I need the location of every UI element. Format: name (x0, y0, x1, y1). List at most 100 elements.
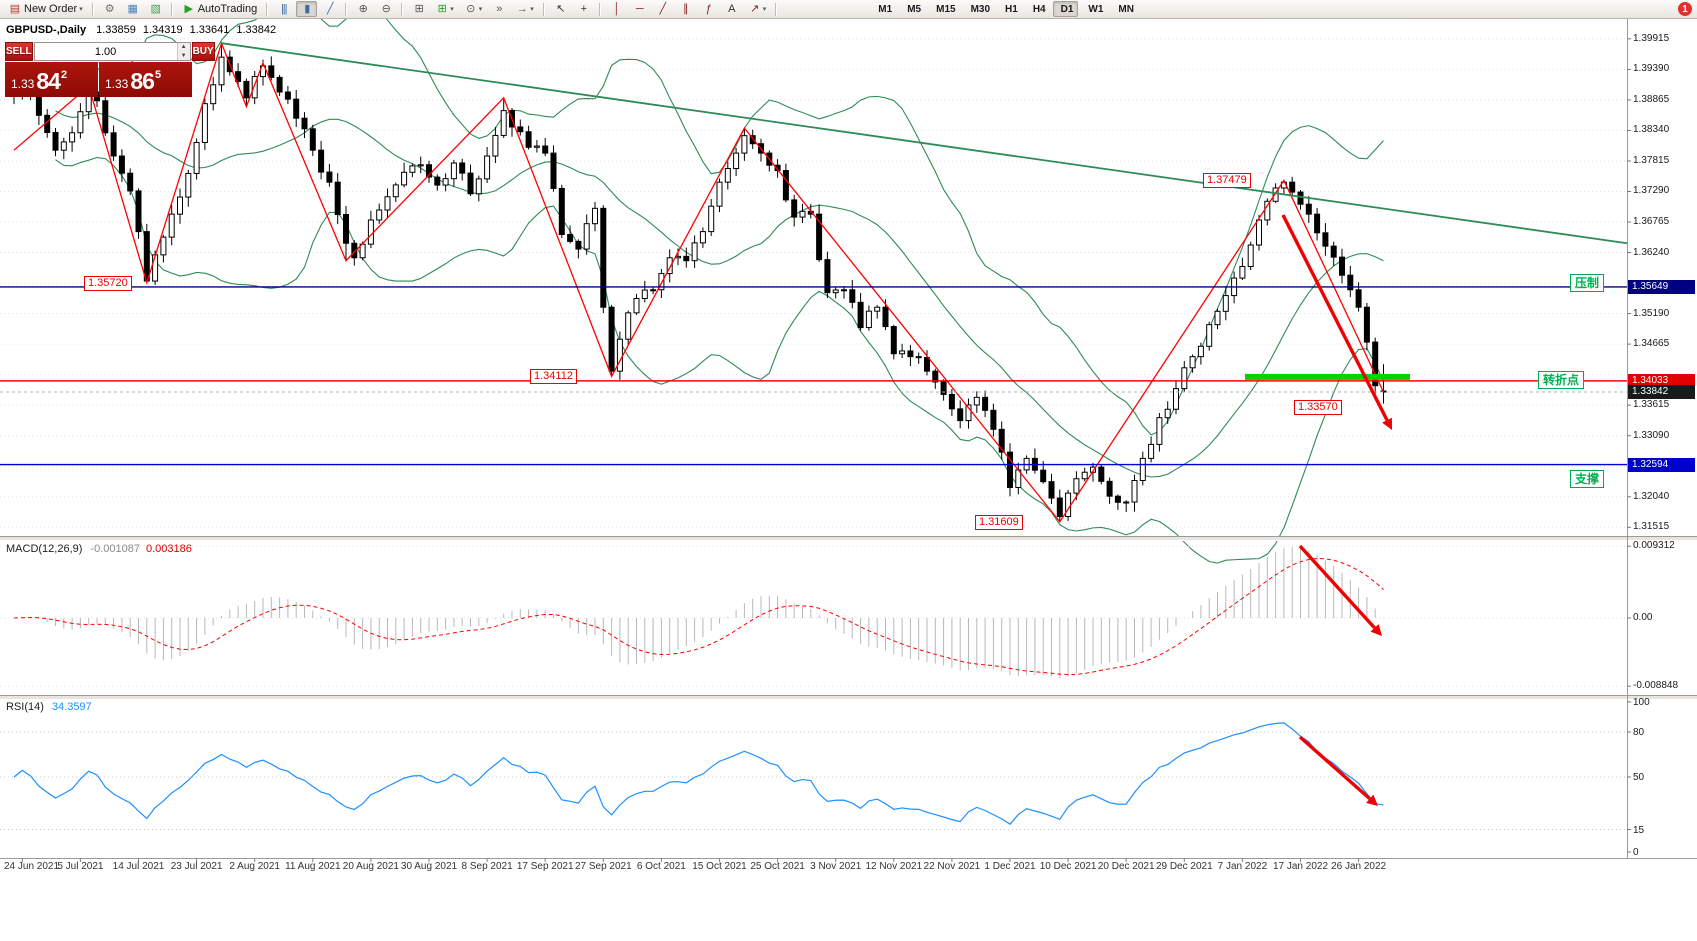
timeframe-h4-button[interactable]: H4 (1025, 1, 1051, 17)
time-axis-label: 6 Oct 2021 (636, 861, 686, 872)
chevron-down-icon: ▾ (478, 6, 483, 13)
turning-point-label[interactable]: 转折点 (1538, 371, 1585, 389)
timeframe-d1-button[interactable]: D1 (1052, 1, 1079, 17)
time-axis-label: 14 Jul 2021 (112, 861, 165, 872)
strategy-tester-button[interactable]: ▧ (145, 1, 166, 17)
zigzag-line[interactable] (13, 41, 1385, 523)
arrows-button[interactable]: ↗ ▾ (744, 1, 771, 17)
metaeditor-icon: ⚙ (104, 3, 115, 15)
pivot-price-label[interactable]: 1.33570 (1294, 400, 1342, 415)
pivot-price-label[interactable]: 1.34112 (530, 369, 577, 384)
resistance-badge: 1.35649 (1628, 279, 1695, 294)
fibonacci-button[interactable]: ƒ (698, 1, 719, 17)
new-order-button-label: New Order (24, 3, 78, 15)
timeframe-h1-button[interactable]: H1 (997, 1, 1023, 17)
data-window-button[interactable]: ▦ (122, 1, 143, 17)
price-tick-label: 1.35190 (1633, 307, 1670, 319)
toolbar-group-zoom: ⊕ ⊖ (351, 1, 397, 17)
metaeditor-button[interactable]: ⚙ (99, 1, 120, 17)
macd-scale-label: -0.008848 (1633, 680, 1679, 692)
notification-badge[interactable]: 1 (1678, 2, 1692, 16)
toolbar-separator (598, 2, 601, 16)
timeframe-m30-button[interactable]: M30 (963, 1, 995, 17)
price-down-arrow[interactable] (1281, 214, 1389, 421)
tile-windows-button[interactable]: ⊞ (408, 1, 429, 17)
candlestick-button[interactable]: ▮ (296, 1, 318, 17)
highlight-zone-segment[interactable] (1245, 373, 1410, 380)
price-tick-label: 1.37290 (1633, 185, 1670, 197)
timeframe-m5-button[interactable]: M5 (899, 1, 926, 17)
buy-button[interactable]: BUY (191, 42, 215, 61)
fibonacci-icon: ƒ (705, 3, 712, 15)
volume-input[interactable] (34, 43, 177, 60)
chart-shift-button[interactable]: → ▾ (511, 1, 538, 17)
timeframe-mn-button[interactable]: MN (1110, 1, 1139, 17)
pivot-price-label[interactable]: 1.35720 (84, 276, 132, 291)
chevron-down-icon: ▾ (762, 6, 767, 13)
price-scale[interactable] (1627, 19, 1697, 858)
time-axis-label: 22 Nov 2021 (923, 861, 981, 872)
volume-decrease-button[interactable]: ▼ (177, 51, 190, 60)
line-chart-button[interactable]: ╱ (319, 1, 340, 17)
macd-down-arrow[interactable] (1298, 544, 1376, 630)
high-value: 1.34319 (142, 24, 183, 36)
volume-field: ▲ ▼ (33, 42, 191, 61)
text-button[interactable]: A (721, 1, 742, 17)
new-order-button[interactable]: ▤ New Order ▾ (4, 1, 87, 17)
time-axis[interactable] (0, 858, 1627, 880)
volume-increase-button[interactable]: ▲ (177, 43, 190, 52)
pivot-price-label[interactable]: 1.37479 (1203, 173, 1251, 188)
auto-scroll-icon: » (496, 3, 502, 15)
rsi-panel-region[interactable] (0, 698, 1627, 858)
resistance-label[interactable]: 压制 (1570, 274, 1605, 292)
toolbar-separator (170, 2, 173, 16)
buy-price-display[interactable]: 1.33 86 5 (99, 62, 192, 97)
toolbar-group-timeframes: M1 M5 M15 M30 H1 H4 D1 W1 MN (869, 1, 1140, 17)
bar-chart-button[interactable]: ||| (273, 1, 294, 17)
timeframe-m1-button[interactable]: M1 (870, 1, 897, 17)
zoom-out-button[interactable]: ⊖ (375, 1, 396, 17)
vertical-line-button[interactable]: │ (606, 1, 627, 17)
autoscroll-button[interactable]: » (488, 1, 509, 17)
descending-trendline[interactable] (221, 42, 1628, 245)
time-axis-label: 20 Aug 2021 (342, 861, 399, 872)
period-button[interactable]: ⊙ ▾ (460, 1, 487, 17)
crosshair-button[interactable]: + (573, 1, 594, 17)
price-down-arrow-head (1382, 417, 1392, 430)
trendline-button[interactable]: ╱ (652, 1, 673, 17)
horizontal-line-button[interactable]: ─ (629, 1, 650, 17)
rsi-down-arrow-head (1366, 794, 1378, 806)
sell-button[interactable]: SELL (5, 42, 33, 61)
timeframe-mn-button-label: MN (1118, 3, 1134, 15)
low-value: 1.33641 (189, 24, 230, 36)
new-chart-button[interactable]: ⊞ ▾ (431, 1, 458, 17)
price-tick-label: 1.39390 (1633, 63, 1670, 75)
macd-panel-region[interactable] (0, 540, 1627, 695)
turning-point-badge: 1.34033 (1628, 373, 1695, 388)
open-value: 1.33859 (96, 24, 136, 36)
chevron-down-icon: ▾ (530, 6, 534, 13)
zoom-in-button[interactable]: ⊕ (352, 1, 373, 17)
macd-indicator-label: MACD(12,26,9) -0.001087 0.003186 (6, 543, 192, 555)
toolbar-group-draw-tools: │ ─ ╱ ∥ ƒ A ↗ ▾ (605, 1, 772, 17)
new-order-icon: ▤ (9, 3, 20, 15)
autotrading-button[interactable]: ▶ AutoTrading (178, 1, 262, 17)
main-chart-region[interactable] (0, 19, 1627, 536)
rsi-down-arrow[interactable] (1298, 735, 1371, 800)
tile-windows-icon: ⊞ (414, 3, 424, 15)
timeframe-w1-button[interactable]: W1 (1080, 1, 1108, 17)
pivot-price-label[interactable]: 1.31609 (975, 515, 1023, 530)
timeframe-m15-button-label: M15 (936, 3, 956, 15)
timeframe-m15-button[interactable]: M15 (928, 1, 960, 17)
timeframe-h1-button-label: H1 (1005, 3, 1018, 15)
price-tick-label: 1.38340 (1633, 124, 1670, 136)
support-label[interactable]: 支撑 (1570, 470, 1605, 488)
cursor-button[interactable]: ↖ (550, 1, 571, 17)
text-icon: A (728, 3, 735, 15)
sell-price-display[interactable]: 1.33 84 2 (5, 62, 98, 97)
buy-price-point: 5 (154, 69, 162, 81)
channel-button[interactable]: ∥ (675, 1, 696, 17)
timeframe-d1-button-label: D1 (1060, 3, 1074, 15)
